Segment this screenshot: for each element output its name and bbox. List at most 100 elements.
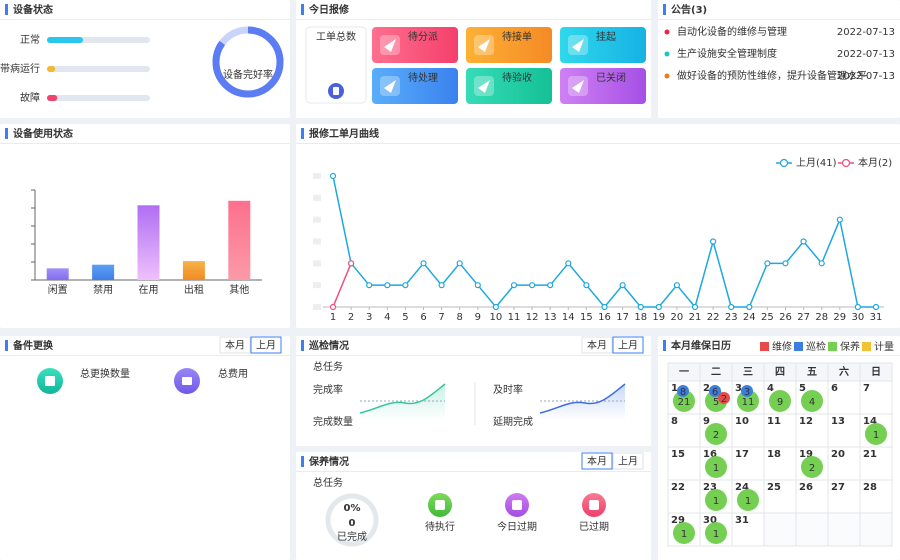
- tile-label[interactable]: 已关闭: [596, 71, 626, 84]
- weekday-label: 四: [775, 366, 785, 378]
- event-badge[interactable]: [769, 390, 791, 412]
- tab-label[interactable]: 本月: [225, 339, 245, 352]
- panel-title-marker: [301, 340, 304, 351]
- tab[interactable]: [219, 336, 251, 354]
- day-cell[interactable]: [827, 446, 861, 481]
- day-cell[interactable]: [731, 512, 765, 547]
- event-badge-small[interactable]: [709, 385, 721, 397]
- x-tick-label: 5: [402, 312, 408, 323]
- series-point: [384, 282, 391, 289]
- series-point: [583, 282, 590, 289]
- notice-text[interactable]: 做好设备的预防性维修，提升设备管理水平: [677, 69, 867, 82]
- event-badge[interactable]: [801, 456, 823, 478]
- x-tick-label: 23: [725, 312, 738, 323]
- status-label: 已过期: [579, 520, 609, 533]
- y-tick-placeholder: [313, 282, 321, 289]
- day-cell: [795, 512, 829, 547]
- weekday-label: 一: [679, 367, 689, 378]
- series-point: [402, 282, 409, 289]
- tab[interactable]: [612, 452, 644, 470]
- panel-title-marker: [5, 128, 8, 139]
- day-cell[interactable]: [827, 380, 861, 415]
- day-number: 8: [671, 416, 678, 427]
- event-badge-small[interactable]: [677, 385, 689, 397]
- day-number: 18: [767, 449, 781, 460]
- x-tick-label: 闲置: [48, 283, 68, 296]
- series-point: [637, 303, 644, 311]
- series-point: [764, 260, 771, 267]
- status-tile[interactable]: [466, 68, 552, 104]
- event-badge[interactable]: [737, 489, 759, 511]
- panel-title-marker: [301, 4, 304, 15]
- notice-text[interactable]: 生产设施安全管理制度: [677, 47, 777, 60]
- tile-label[interactable]: 待验收: [502, 71, 532, 84]
- y-tick-placeholder: [313, 173, 321, 179]
- event-badge[interactable]: [705, 522, 727, 544]
- status-tile[interactable]: [560, 27, 646, 63]
- legend-swatch: [862, 342, 871, 351]
- series-point: [691, 303, 699, 311]
- trend-line: [359, 383, 446, 414]
- day-cell[interactable]: [859, 446, 893, 481]
- y-tick-placeholder: [313, 216, 321, 223]
- tab-label[interactable]: 上月: [618, 456, 638, 468]
- x-tick-label: 12: [526, 312, 539, 323]
- day-number: 28: [863, 482, 877, 493]
- panel: [0, 336, 290, 560]
- tab[interactable]: [581, 452, 613, 470]
- day-cell[interactable]: [763, 446, 797, 481]
- tab[interactable]: [581, 336, 613, 354]
- tab[interactable]: [612, 336, 644, 354]
- day-cell[interactable]: [667, 413, 701, 448]
- panel-title: 本月维保日历: [671, 339, 731, 352]
- day-number: 13: [831, 416, 845, 427]
- rate-label: 0%: [344, 503, 361, 514]
- status-tile[interactable]: [372, 27, 458, 63]
- event-badge[interactable]: [801, 390, 823, 412]
- panel-title: 报修工单月曲线: [309, 127, 379, 140]
- status-tile[interactable]: [372, 68, 458, 104]
- event-count: 4: [809, 397, 815, 408]
- x-tick-label: 21: [689, 312, 702, 323]
- tile-label[interactable]: 挂起: [596, 30, 616, 43]
- series-point: [366, 282, 373, 289]
- event-badge[interactable]: [737, 390, 759, 412]
- notice-text[interactable]: 自动化设备的维修与管理: [677, 25, 787, 38]
- series-point: [438, 282, 445, 289]
- day-cell[interactable]: [827, 479, 861, 514]
- event-badge[interactable]: [673, 390, 695, 412]
- legend-label[interactable]: 本月(2): [858, 156, 892, 169]
- tab[interactable]: [250, 336, 282, 354]
- legend-label[interactable]: 上月(41): [796, 157, 837, 169]
- event-badge[interactable]: [865, 423, 887, 445]
- event-badge[interactable]: [705, 489, 727, 511]
- day-cell[interactable]: [859, 380, 893, 415]
- legend-label: 维修: [772, 340, 792, 353]
- tab-label[interactable]: 本月: [587, 455, 607, 468]
- status-tile[interactable]: [560, 68, 646, 104]
- event-badge-small[interactable]: [741, 385, 753, 397]
- tab-label[interactable]: 上月: [256, 340, 276, 352]
- x-tick-label: 出租: [184, 283, 204, 296]
- status-tile[interactable]: [466, 27, 552, 63]
- x-tick-label: 2: [348, 312, 354, 323]
- event-badge[interactable]: [705, 456, 727, 478]
- tile-label[interactable]: 待分派: [408, 30, 438, 43]
- day-cell[interactable]: [667, 446, 701, 481]
- legend-swatch: [760, 342, 769, 351]
- event-count: 1: [745, 496, 751, 507]
- tile-label[interactable]: 待处理: [408, 71, 438, 84]
- event-badge[interactable]: [673, 522, 695, 544]
- tab-label[interactable]: 上月: [618, 340, 638, 352]
- tab-label[interactable]: 本月: [587, 339, 607, 352]
- tile-label[interactable]: 待接单: [502, 30, 532, 43]
- x-tick-label: 28: [815, 312, 828, 323]
- legend-label: 保养: [840, 340, 860, 353]
- series-point: [818, 260, 825, 267]
- day-number: 6: [831, 383, 838, 394]
- event-badge[interactable]: [705, 423, 727, 445]
- event-badge-small[interactable]: [718, 392, 730, 404]
- day-number: 11: [767, 416, 781, 427]
- day-cell[interactable]: [667, 479, 701, 514]
